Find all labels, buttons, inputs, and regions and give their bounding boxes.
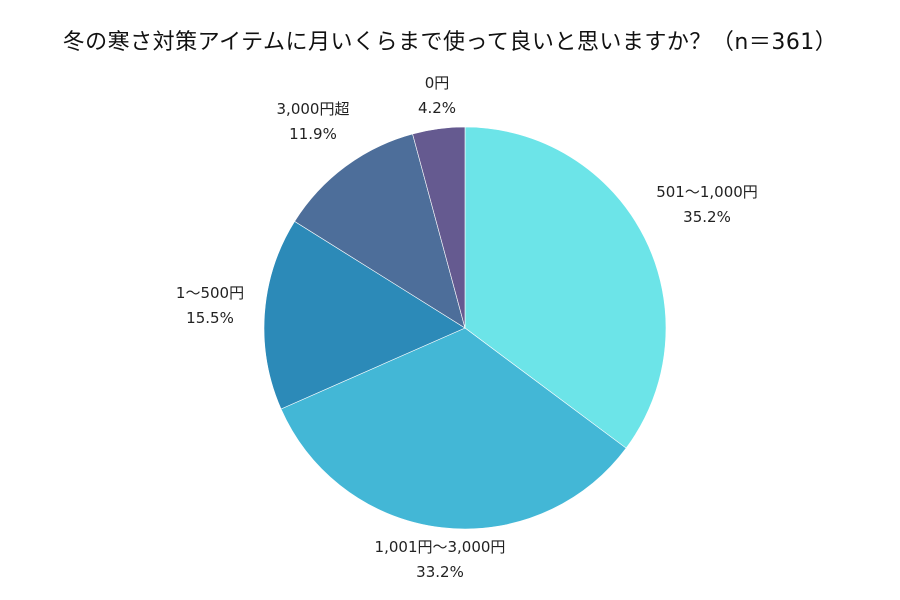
slice-value-label: 4.2%: [418, 99, 456, 117]
slice-value-label: 35.2%: [683, 208, 731, 226]
slice-category-label: 0円: [425, 74, 450, 92]
pie-slices: [263, 126, 667, 530]
slice-category-label: 3,000円超: [277, 100, 350, 118]
pie-slice: [294, 133, 466, 329]
slice-value-label: 11.9%: [289, 125, 337, 143]
slice-value-label: 33.2%: [416, 563, 464, 581]
slice-value-label: 15.5%: [186, 309, 234, 327]
pie-slice: [280, 327, 627, 530]
pie-slice: [464, 126, 667, 449]
pie-labels: 501〜1,000円 35.2% 1,001円〜3,000円 33.2% 1〜500円 1…: [176, 74, 758, 581]
slice-category-label: 1〜500円: [176, 284, 244, 302]
slice-category-label: 1,001円〜3,000円: [375, 538, 506, 556]
pie-slice: [412, 126, 466, 329]
slice-category-label: 501〜1,000円: [656, 183, 758, 201]
chart-title: 冬の寒さ対策アイテムに月いくらまで使って良いと思いますか？（n＝361）: [62, 30, 838, 55]
pie-slice: [263, 220, 466, 410]
